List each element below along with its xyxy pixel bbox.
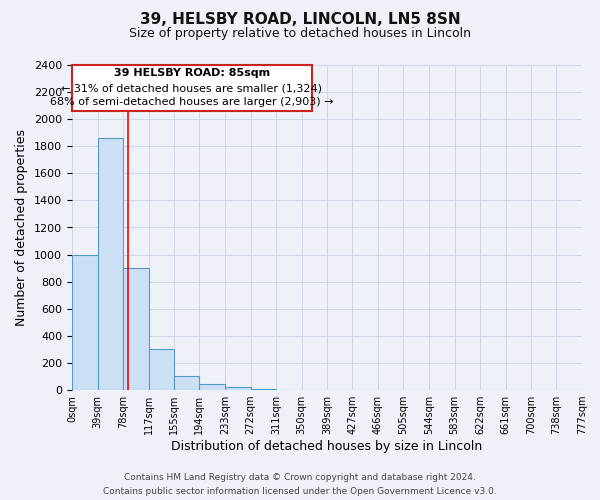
Text: Contains public sector information licensed under the Open Government Licence v3: Contains public sector information licen… bbox=[103, 486, 497, 496]
Text: Contains HM Land Registry data © Crown copyright and database right 2024.: Contains HM Land Registry data © Crown c… bbox=[124, 473, 476, 482]
Text: 39 HELSBY ROAD: 85sqm: 39 HELSBY ROAD: 85sqm bbox=[114, 68, 270, 78]
Bar bbox=[149, 350, 174, 390]
FancyBboxPatch shape bbox=[72, 65, 311, 111]
Bar bbox=[225, 388, 251, 390]
Text: 68% of semi-detached houses are larger (2,903) →: 68% of semi-detached houses are larger (… bbox=[50, 96, 334, 106]
X-axis label: Distribution of detached houses by size in Lincoln: Distribution of detached houses by size … bbox=[172, 440, 482, 453]
Bar bbox=[98, 138, 123, 390]
Text: 39, HELSBY ROAD, LINCOLN, LN5 8SN: 39, HELSBY ROAD, LINCOLN, LN5 8SN bbox=[140, 12, 460, 28]
Bar bbox=[199, 384, 225, 390]
Bar bbox=[174, 376, 199, 390]
Y-axis label: Number of detached properties: Number of detached properties bbox=[16, 129, 28, 326]
Bar bbox=[72, 254, 98, 390]
Text: ← 31% of detached houses are smaller (1,324): ← 31% of detached houses are smaller (1,… bbox=[61, 83, 322, 93]
Text: Size of property relative to detached houses in Lincoln: Size of property relative to detached ho… bbox=[129, 28, 471, 40]
Bar bbox=[251, 388, 276, 390]
Bar bbox=[123, 268, 149, 390]
